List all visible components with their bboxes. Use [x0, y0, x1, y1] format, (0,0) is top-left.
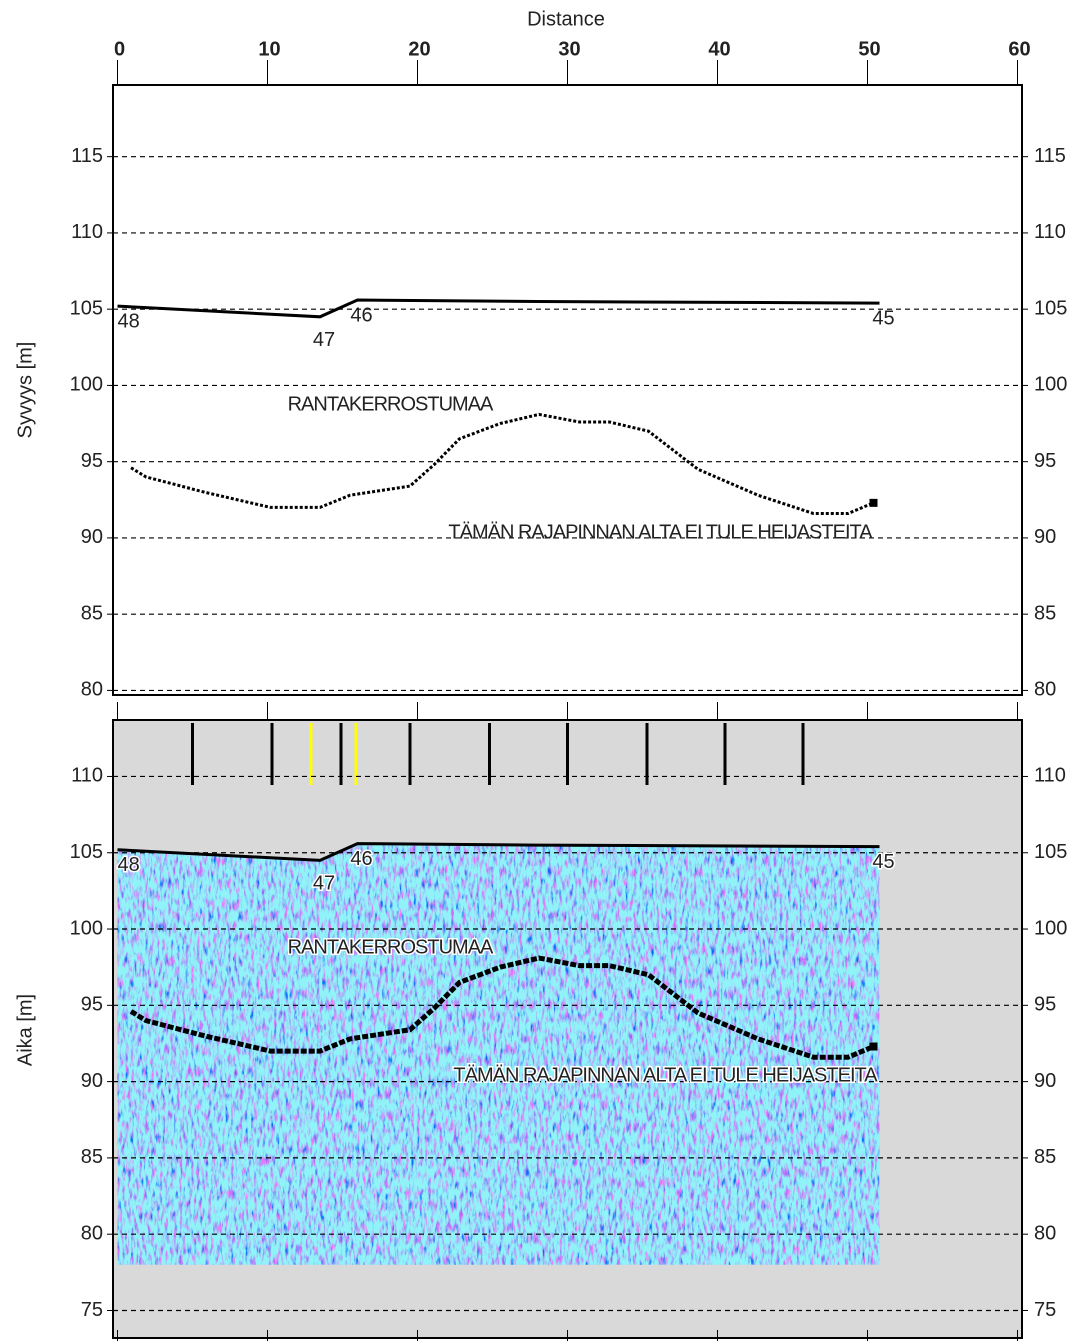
interface-line: [129, 955, 875, 1060]
y2-tick-label: 85: [1034, 1146, 1056, 1168]
point-label: 46: [350, 304, 372, 326]
point-label: 48: [118, 854, 140, 876]
x-axis-title: Distance: [527, 8, 605, 30]
y-tick-label: 80: [81, 1222, 103, 1244]
annotation: TÄMÄN RAJAPINNAN ALTA EI TULE HEIJASTEIT…: [448, 521, 873, 543]
interface-line: [130, 412, 875, 516]
y2-tick-label: 105: [1034, 297, 1067, 319]
annotation: RANTAKERROSTUMAA: [288, 936, 494, 958]
y-axis-title: Aika [m]: [14, 994, 36, 1066]
y-tick-label: 75: [81, 1299, 103, 1321]
y-tick-label: 100: [70, 374, 103, 396]
y2-tick-label: 75: [1034, 1299, 1056, 1321]
y2-tick-label: 100: [1034, 374, 1067, 396]
x-tick-label: 50: [858, 38, 880, 60]
y-tick-label: 80: [81, 679, 103, 701]
y-tick-label: 85: [81, 1146, 103, 1168]
y-tick-label: 90: [81, 526, 103, 548]
y-tick-label: 90: [81, 1070, 103, 1092]
y2-tick-label: 90: [1034, 526, 1056, 548]
y2-tick-label: 115: [1034, 145, 1066, 167]
surface-line: [117, 298, 880, 319]
y-tick-label: 105: [70, 841, 103, 863]
radargram-image: [117, 843, 880, 1265]
point-label: 46: [350, 848, 372, 870]
point-label: 47: [313, 873, 335, 895]
point-label: 47: [313, 329, 335, 351]
radargram-noise: [117, 843, 880, 1265]
point-label: 45: [872, 851, 894, 873]
x-tick-label: 0: [114, 38, 125, 60]
y2-tick-label: 85: [1034, 602, 1056, 624]
x-tick-label: 40: [708, 38, 730, 60]
annotation: RANTAKERROSTUMAA: [288, 393, 494, 415]
point-label: 45: [872, 307, 894, 329]
x-tick-label: 20: [408, 38, 430, 60]
panel-frame: [112, 719, 1023, 1339]
annotation: TÄMÄN RAJAPINNAN ALTA EI TULE HEIJASTEIT…: [453, 1064, 878, 1086]
y2-tick-label: 95: [1034, 450, 1056, 472]
y-tick-label: 95: [81, 450, 103, 472]
panel-frame: [112, 84, 1023, 696]
y-axis-title: Syvyys [m]: [14, 342, 36, 439]
y2-tick-label: 110: [1034, 765, 1066, 787]
y-tick-label: 100: [70, 917, 103, 939]
end-point: [869, 498, 878, 507]
y-tick-label: 110: [71, 221, 103, 243]
end-point: [869, 1042, 878, 1051]
surface-line: [117, 842, 880, 862]
y-tick-label: 85: [81, 602, 103, 624]
x-tick-label: 60: [1008, 38, 1030, 60]
y-tick-label: 115: [71, 145, 103, 167]
x-tick-label: 10: [258, 38, 280, 60]
point-label: 48: [118, 310, 140, 332]
y-tick-label: 110: [71, 765, 103, 787]
y2-tick-label: 100: [1034, 917, 1067, 939]
y2-tick-label: 105: [1034, 841, 1067, 863]
y-tick-label: 95: [81, 994, 103, 1016]
y-tick-label: 105: [70, 297, 103, 319]
x-tick-label: 30: [558, 38, 580, 60]
y2-tick-label: 90: [1034, 1070, 1056, 1092]
y2-tick-label: 95: [1034, 994, 1056, 1016]
y2-tick-label: 80: [1034, 1222, 1056, 1244]
y2-tick-label: 110: [1034, 221, 1066, 243]
y2-tick-label: 80: [1034, 679, 1056, 701]
